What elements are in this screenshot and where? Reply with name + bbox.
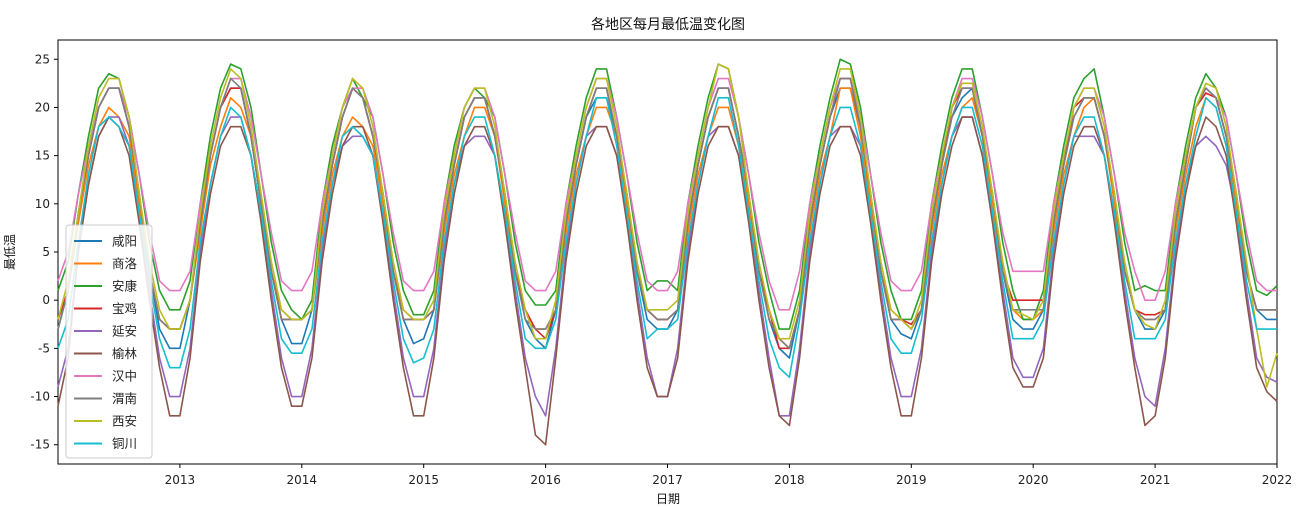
series-line-8	[57, 63, 1278, 388]
x-tick-label-7: 2020	[1018, 473, 1049, 487]
y-tick-label-5: 10	[35, 197, 50, 211]
y-tick-label-0: -15	[30, 438, 50, 452]
y-tick-label-6: 15	[35, 149, 50, 163]
series-line-4	[57, 116, 1278, 417]
x-tick-label-9: 2022	[1262, 473, 1293, 487]
x-axis: 2013 2014 2015 2016 2017 2018 2019 2020 2021 2022	[165, 464, 1293, 487]
y-tick-label-1: -10	[30, 390, 50, 404]
legend-label-8: 西安	[112, 414, 137, 429]
legend-box	[65, 224, 153, 459]
y-axis-label: 最低温	[3, 234, 17, 270]
y-axis: -15 -10 -5 0 5 10 15 20 25	[30, 52, 58, 452]
legend-label-5: 榆林	[112, 346, 138, 361]
chart-title: 各地区每月最低温变化图	[591, 17, 745, 33]
legend-label-2: 安康	[112, 279, 138, 294]
series-line-7	[57, 77, 1277, 350]
x-tick-label-4: 2017	[652, 473, 683, 487]
x-tick-label-3: 2016	[530, 473, 561, 487]
y-tick-label-7: 20	[35, 100, 50, 114]
legend-label-9: 铜川	[112, 436, 137, 451]
legend-label-6: 汉中	[112, 369, 137, 384]
series-line-5	[57, 116, 1278, 446]
legend-label-7: 渭南	[112, 391, 137, 406]
legend-label-1: 商洛	[112, 256, 138, 271]
y-tick-label-4: 5	[42, 245, 50, 259]
x-tick-label-6: 2019	[896, 473, 927, 487]
legend-label-0: 咸阳	[112, 234, 137, 249]
legend-label-3: 宝鸡	[112, 301, 137, 316]
plot-frame	[57, 39, 1278, 465]
x-axis-label: 日期	[656, 492, 680, 506]
series-line-9	[57, 97, 1277, 379]
x-tick-label-0: 2013	[165, 473, 196, 487]
x-tick-label-8: 2021	[1140, 473, 1171, 487]
x-tick-label-1: 2014	[287, 473, 318, 487]
y-tick-label-2: -5	[38, 341, 50, 355]
series-line-6	[57, 77, 1277, 311]
x-tick-label-5: 2018	[774, 473, 805, 487]
x-tick-label-2: 2015	[408, 473, 439, 487]
y-tick-label-3: 0	[42, 293, 50, 307]
y-tick-label-8: 25	[35, 52, 50, 66]
legend-label-4: 延安	[112, 324, 137, 339]
series-layer	[57, 58, 1278, 446]
